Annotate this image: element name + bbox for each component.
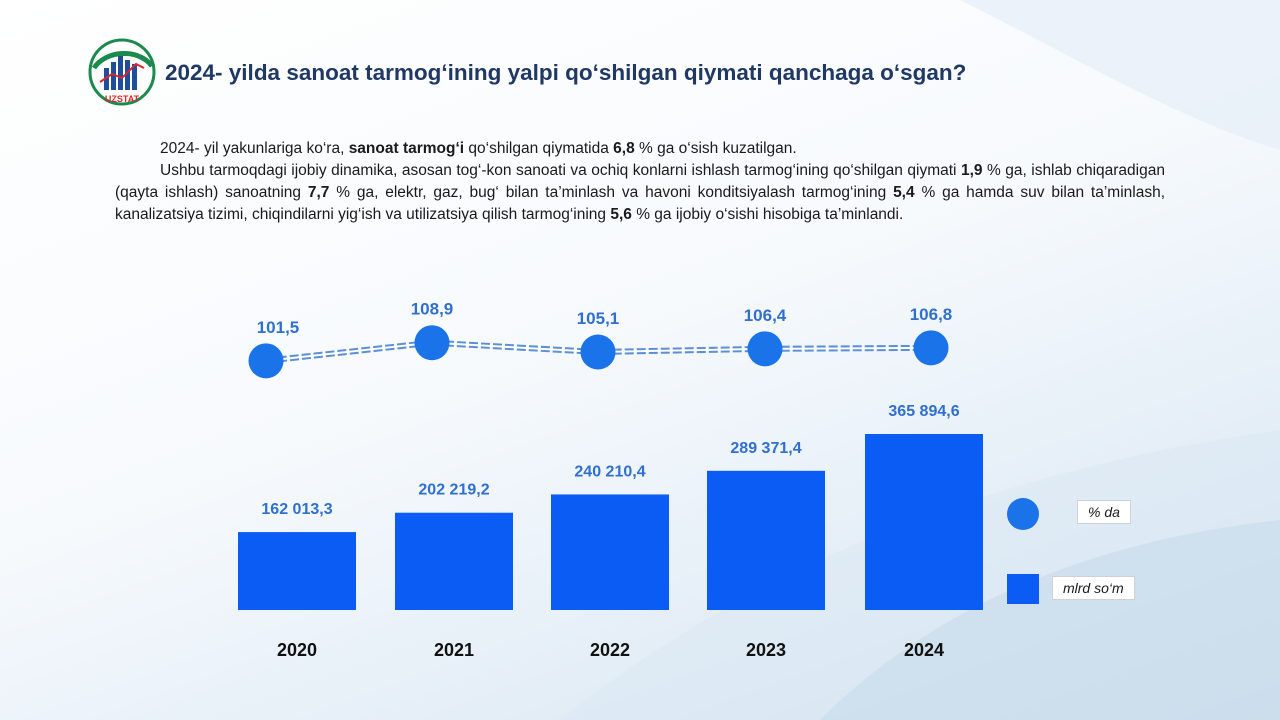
percent-dot-2021: [414, 325, 450, 361]
p2-run-1: 1,9: [960, 162, 983, 179]
x-tick-label-2020: 2020: [277, 640, 317, 660]
paragraph-2: Ushbu tarmoqdagi ijobiy dinamika, asosan…: [115, 160, 1165, 226]
uzstat-logo: UZSTAT: [88, 38, 156, 106]
bar-value-label-2020: 162 013,3: [261, 501, 332, 518]
percent-dot-2023: [747, 331, 783, 367]
page-title: 2024- yilda sanoat tarmog‘ining yalpi qo…: [165, 60, 967, 85]
p2-run-4: % ga, elektr, gaz, bug‘ bilan ta’minlash…: [329, 184, 894, 201]
paragraph-1: 2024- yil yakunlariga ko‘ra, sanoat tarm…: [115, 138, 1165, 160]
p2-run-6: % ga hamda suv bilan ta’minlash, kanaliz…: [115, 184, 1165, 223]
bar-value-label-2024: 365 894,6: [888, 403, 959, 420]
percent-value-label-2024: 106,8: [910, 305, 953, 324]
percent-dot-2022: [580, 334, 616, 370]
p2-run-5: 5,4: [893, 184, 915, 201]
percent-value-label-2023: 106,4: [744, 306, 787, 325]
p1-run-1: sanoat tarmog‘i: [348, 140, 465, 157]
legend-bar-label: mlrd so‘m: [1052, 576, 1135, 600]
bar-2023: [707, 470, 825, 610]
p2-run-2: % ga, ishlab chiqaradigan (qayta ishlash…: [115, 162, 1165, 201]
p2-run-0: Ushbu tarmoqdagi ijobiy dinamika, asosan…: [160, 162, 961, 179]
p2-run-3: 7,7: [307, 184, 330, 201]
p1-run-3: 6,8: [613, 140, 635, 157]
bar-2024: [865, 434, 983, 610]
p1-run-0: 2024- yil yakunlariga ko‘ra,: [160, 140, 349, 157]
legend-pct-label: % da: [1077, 500, 1131, 524]
legend-dot-icon: [1007, 498, 1039, 530]
x-tick-label-2023: 2023: [746, 640, 786, 660]
bar-2022: [551, 494, 669, 610]
x-tick-label-2021: 2021: [434, 640, 474, 660]
x-tick-label-2022: 2022: [590, 640, 630, 660]
percent-dot-2024: [913, 330, 949, 366]
p2-run-7: 5,6: [610, 206, 632, 223]
p1-run-2: qo‘shilgan qiymatida: [464, 140, 614, 157]
legend-bar-icon: [1007, 574, 1039, 604]
bar-value-label-2022: 240 210,4: [574, 463, 645, 480]
percent-value-label-2020: 101,5: [257, 318, 300, 337]
percent-value-label-2022: 105,1: [577, 309, 620, 328]
bar-value-label-2023: 289 371,4: [730, 440, 801, 457]
percent-value-label-2021: 108,9: [411, 300, 454, 319]
bar-value-label-2021: 202 219,2: [418, 482, 489, 499]
p2-run-8: % ga ijobiy o‘sishi hisobiga ta’minlandi…: [631, 206, 904, 223]
bar-2021: [395, 512, 513, 610]
p1-run-4: % ga o‘sish kuzatilgan.: [634, 140, 797, 157]
bar-2020: [238, 532, 356, 610]
x-tick-label-2024: 2024: [904, 640, 944, 660]
percent-dot-2020: [248, 343, 284, 379]
logo-text: UZSTAT: [105, 94, 140, 104]
